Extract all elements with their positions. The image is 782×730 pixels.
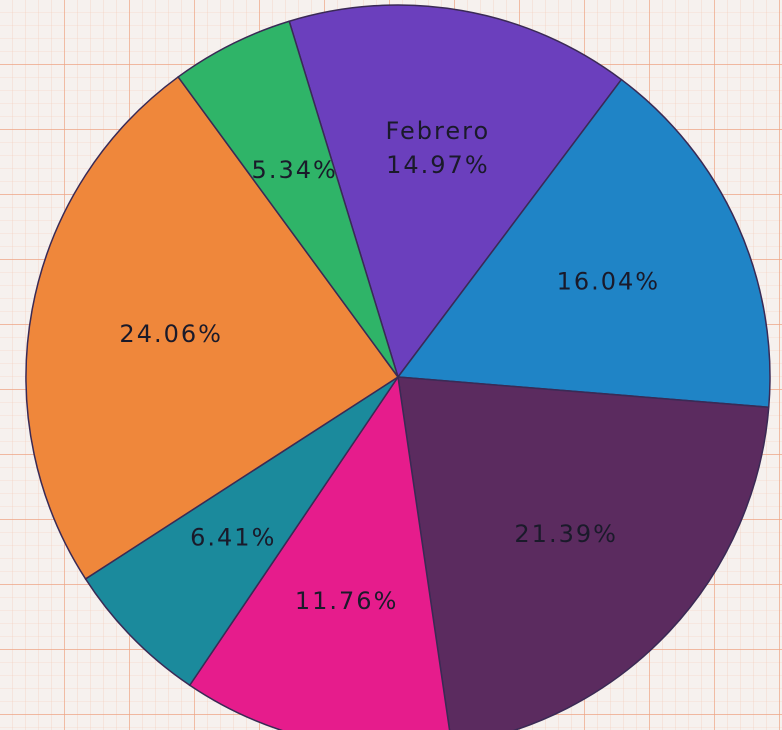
slice-label: 11.76% — [295, 587, 399, 615]
slice-label: 21.39% — [514, 520, 618, 548]
pie-slice — [25, 75, 400, 580]
pie-slice — [396, 78, 771, 409]
slice-label: 6.41% — [190, 523, 276, 551]
slice-label: 5.34% — [252, 156, 338, 184]
pie-slice — [84, 376, 399, 687]
pie-slice — [288, 4, 623, 379]
pie-slice — [397, 376, 770, 730]
slice-label: 16.04% — [557, 267, 661, 295]
slice-label: 24.06% — [119, 320, 223, 348]
pie: Febrero 14.97% 16.04% 21.39% 11.76% 6.41% 24.0… — [25, 4, 771, 730]
slice-label: 14.97% — [386, 151, 490, 179]
pie-slice — [188, 374, 451, 730]
slice-category: Febrero — [386, 117, 491, 145]
pie-slice — [177, 20, 399, 378]
